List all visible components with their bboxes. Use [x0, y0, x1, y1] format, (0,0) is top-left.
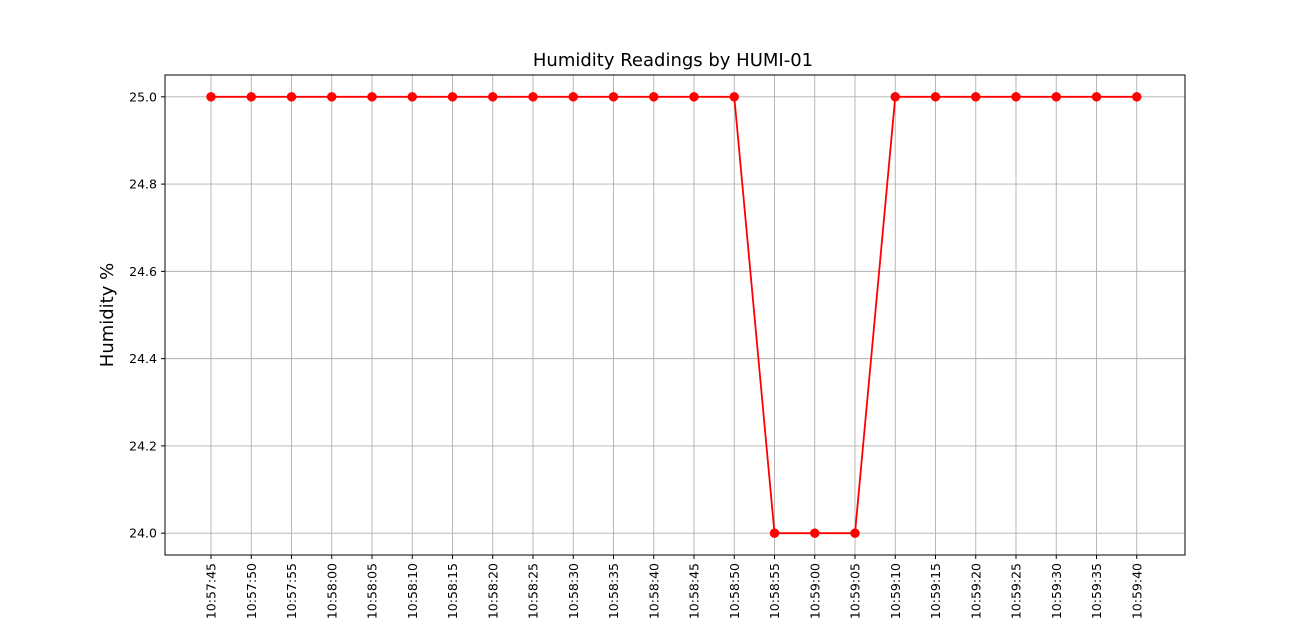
chart-title: Humidity Readings by HUMI-01 [533, 50, 813, 71]
data-point [528, 92, 538, 102]
x-tick-label: 10:58:40 [646, 563, 661, 619]
x-tick-label: 10:58:20 [485, 563, 500, 619]
x-tick-label: 10:59:40 [1129, 563, 1144, 619]
data-point [407, 92, 417, 102]
x-tick-label: 10:59:00 [807, 563, 822, 619]
x-tick-label: 10:59:10 [888, 563, 903, 619]
x-tick-label: 10:59:15 [928, 563, 943, 619]
x-axis-ticks: 10:57:45 10:57:50 10:57:55 10:58:00 10:58:05… [204, 555, 1144, 619]
y-tick-label: 24.6 [129, 264, 157, 279]
grid-lines [165, 75, 1185, 555]
series-layer [206, 92, 1142, 538]
data-point [769, 528, 780, 538]
data-point [649, 92, 659, 102]
data-point [810, 528, 820, 538]
x-tick-label: 10:58:50 [727, 563, 742, 619]
x-tick-label: 10:59:30 [1049, 563, 1064, 619]
x-tick-label: 10:58:15 [445, 563, 460, 619]
data-point [367, 92, 377, 102]
x-tick-label: 10:58:55 [767, 563, 782, 619]
plot-area-frame [164, 74, 1186, 556]
data-point [890, 92, 900, 102]
x-tick-label: 10:57:55 [284, 563, 299, 619]
data-point [689, 92, 699, 102]
x-tick-label: 10:58:10 [405, 563, 420, 619]
x-tick-label: 10:58:30 [566, 563, 581, 619]
x-tick-label: 10:58:05 [365, 563, 380, 619]
y-axis-ticks: 24.0 24.2 24.4 24.6 24.8 25.0 [129, 89, 165, 541]
x-tick-label: 10:59:35 [1089, 563, 1104, 619]
data-point [327, 92, 337, 102]
data-point [930, 92, 941, 102]
series-line [211, 95, 1137, 535]
data-point [488, 92, 498, 102]
x-tick-label: 10:58:00 [324, 563, 339, 619]
x-tick-label: 10:58:25 [526, 563, 541, 619]
x-tick-label: 10:57:45 [204, 563, 219, 619]
data-point [729, 92, 739, 102]
y-tick-label: 24.8 [129, 177, 157, 192]
y-tick-label: 25.0 [129, 89, 157, 104]
x-tick-label: 10:59:20 [968, 563, 983, 619]
x-tick-label: 10:59:25 [1009, 563, 1024, 619]
x-tick-label: 10:59:05 [848, 563, 863, 619]
data-point [1051, 92, 1061, 102]
x-tick-label: 10:58:35 [606, 563, 621, 619]
data-point [206, 92, 216, 102]
y-tick-label: 24.0 [129, 526, 157, 541]
data-point [608, 92, 619, 102]
x-tick-label: 10:58:45 [687, 563, 702, 619]
y-axis-label: Humidity % [97, 263, 118, 367]
data-point [447, 92, 458, 102]
data-point [568, 92, 578, 102]
data-point [971, 92, 981, 102]
x-tick-label: 10:57:50 [244, 563, 259, 619]
data-point [246, 92, 256, 102]
data-point [1132, 92, 1142, 102]
data-point [1091, 92, 1102, 102]
data-point [286, 92, 297, 102]
y-tick-label: 24.4 [129, 351, 157, 366]
data-point [1011, 92, 1021, 102]
y-tick-label: 24.2 [129, 438, 157, 453]
data-point [850, 528, 860, 538]
